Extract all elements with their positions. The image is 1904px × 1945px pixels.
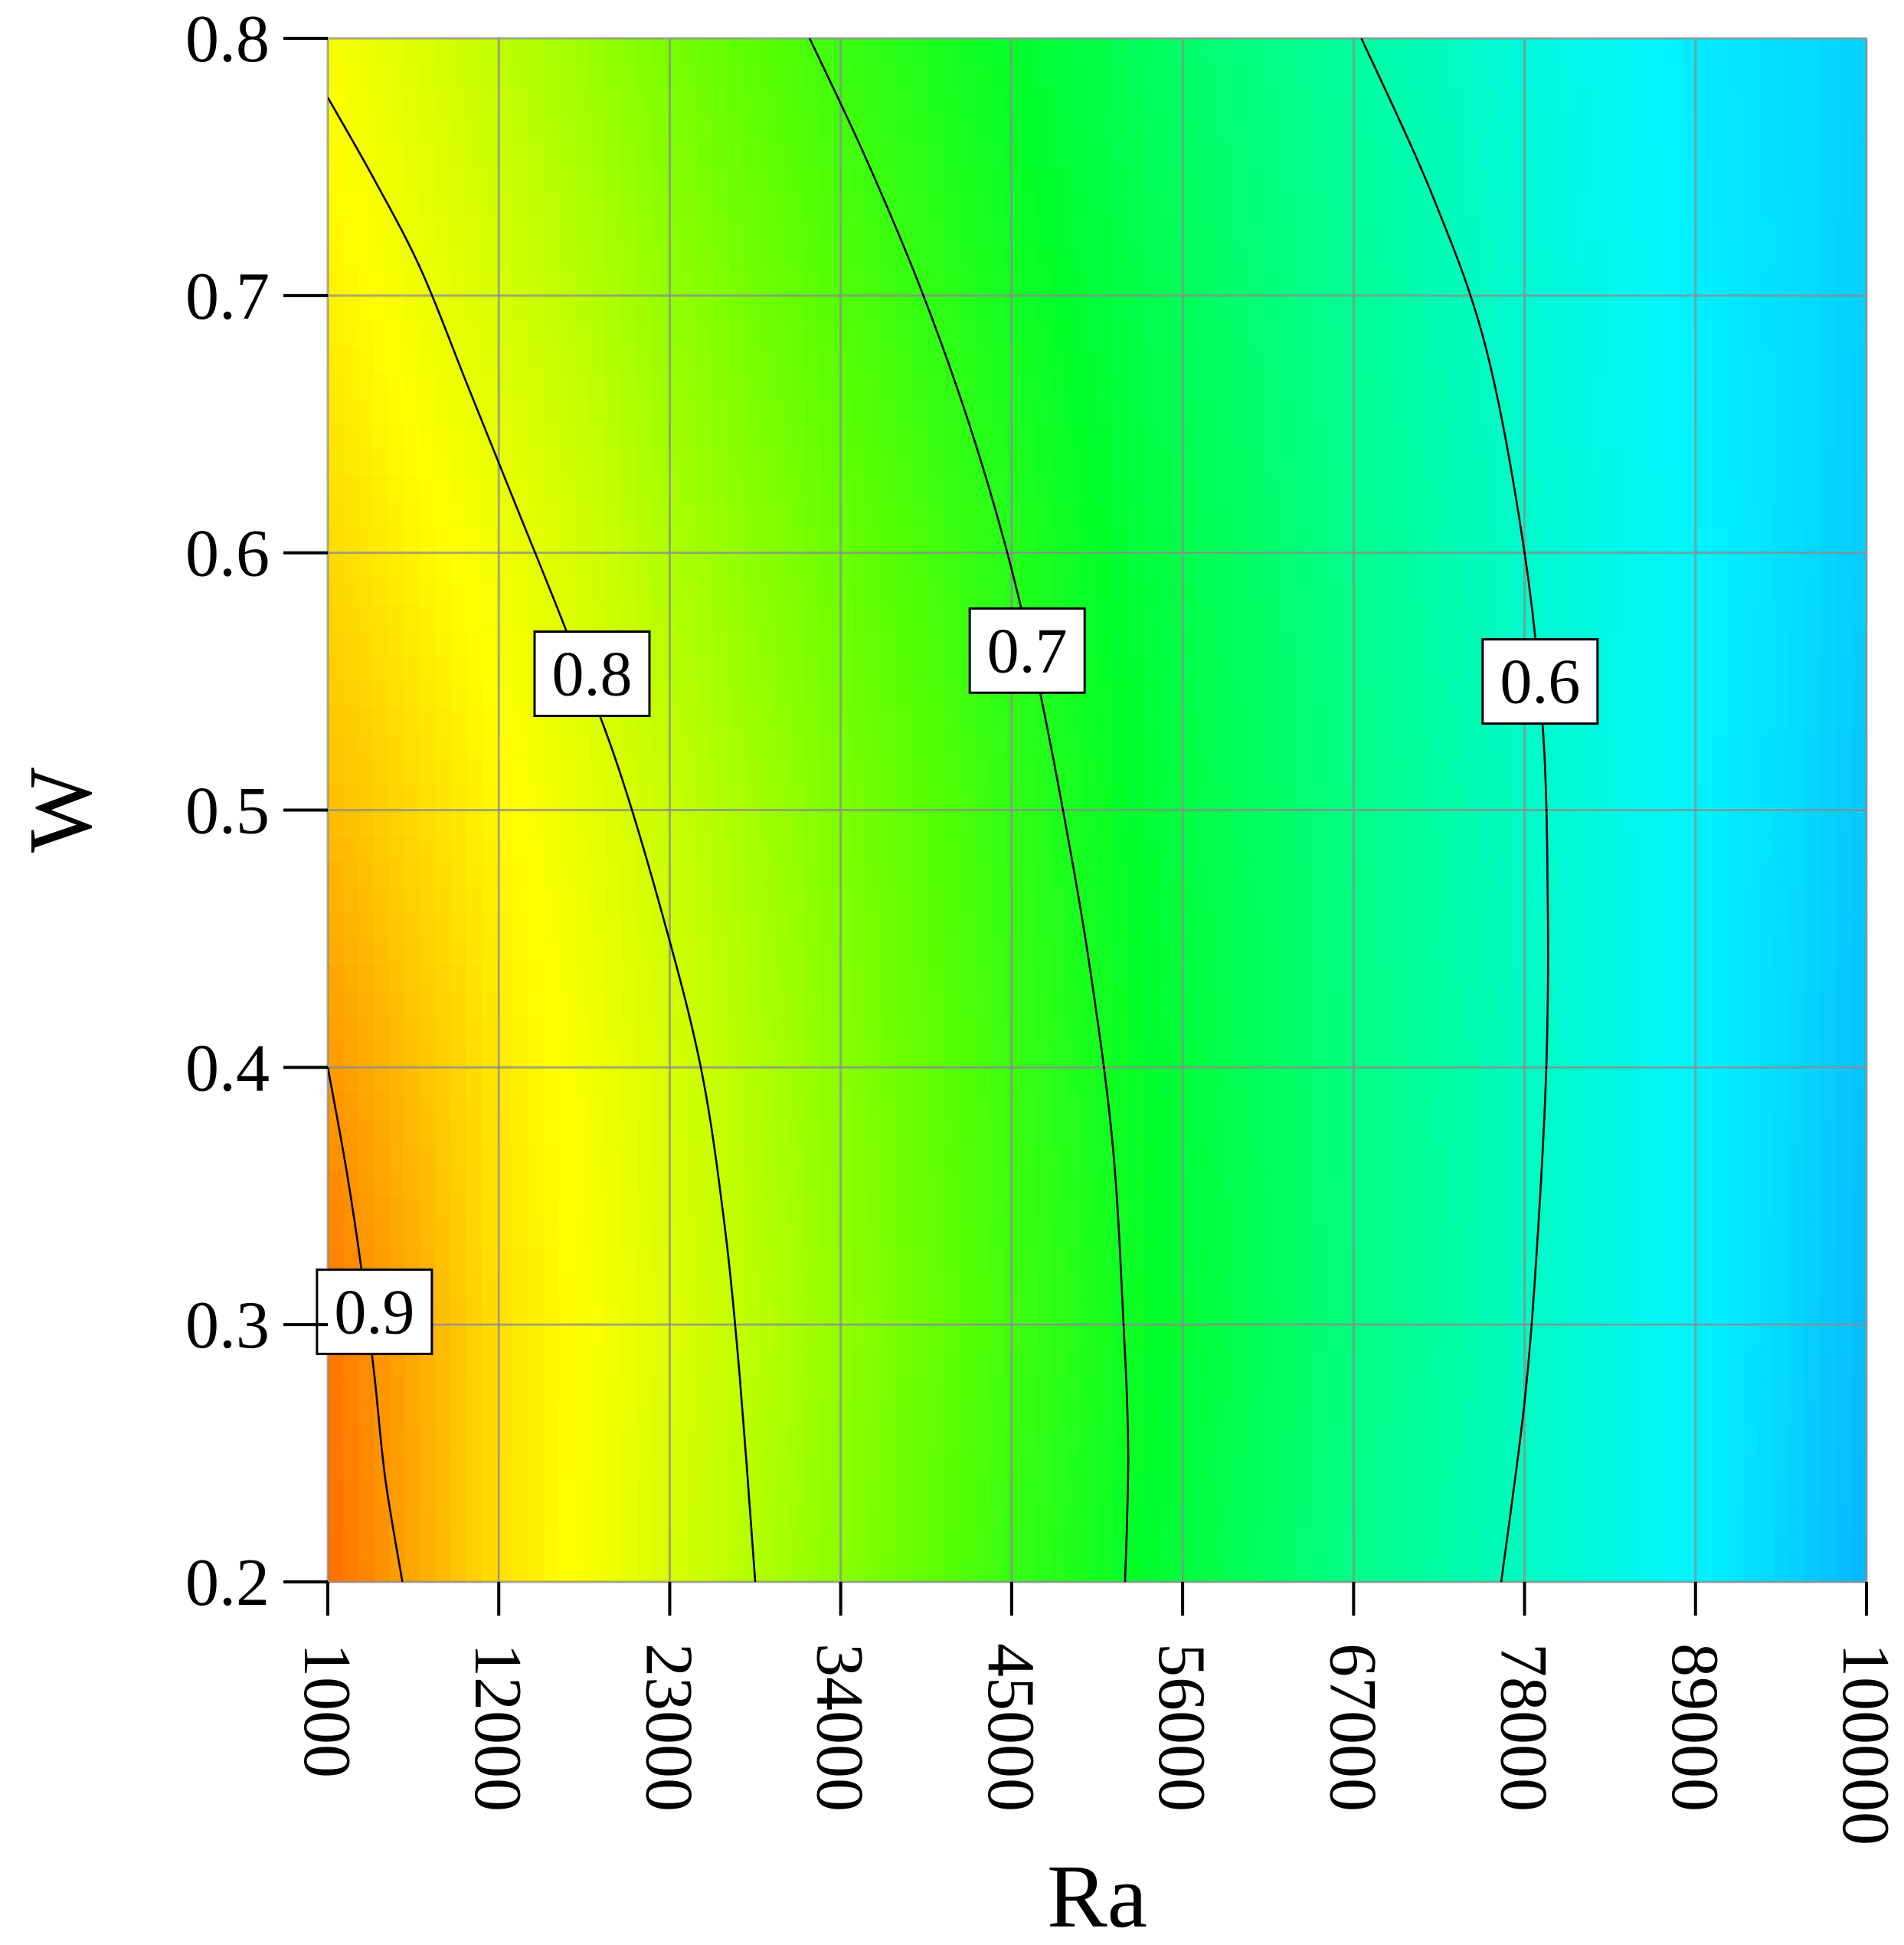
y-tick-label: 0.3 [185,1288,270,1363]
y-tick-label: 0.5 [185,774,270,849]
x-tick-label: 34000 [803,1643,877,1812]
contour-label-box [316,1268,433,1355]
x-tick-labels: 1000 12000 23000 34000 45000 56000 67000 78000 8… [290,1643,1902,1845]
x-tick-label: 45000 [973,1643,1048,1812]
heatmap-field [328,38,1867,1583]
y-tick-label: 0.4 [185,1031,270,1105]
y-tick-label: 0.2 [185,1546,270,1620]
contour-label-text: 0.6 [1500,647,1580,718]
contour-label-box [1481,638,1599,725]
contour-label-text: 0.9 [334,1276,414,1347]
contour-label-0.7: 0.7 [968,607,1086,694]
axis-ticks [283,37,1868,1616]
contour-lines [328,38,1549,1582]
x-tick-label: 67000 [1315,1643,1389,1812]
x-tick-label: 1000 [290,1643,364,1778]
x-tick-label: 23000 [631,1643,705,1812]
contour-label-text: 0.8 [551,639,632,710]
contour-label-0.9: 0.9 [316,1268,433,1355]
x-tick-label: 78000 [1487,1643,1561,1812]
x-tick-label: 89000 [1657,1643,1732,1812]
contour-label-box [533,630,651,718]
contour-labels: 0.9 0.8 0.7 0.6 [316,607,1599,1355]
x-axis-title: Ra [1047,1846,1147,1945]
x-tick-label: 56000 [1144,1643,1219,1812]
contour-line-0.8 [328,97,757,1582]
grid-lines [326,37,1868,1583]
x-tick-label: 100000 [1828,1643,1902,1845]
y-tick-labels: 0.2 0.3 0.4 0.5 0.6 0.7 0.8 [185,2,270,1620]
contour-line-0.6 [1360,38,1549,1582]
contour-label-text: 0.7 [987,615,1068,686]
contour-line-0.7 [808,38,1130,1582]
y-tick-label: 0.8 [185,2,270,77]
y-tick-label: 0.6 [185,517,270,591]
x-tick-label: 12000 [460,1643,535,1812]
y-tick-label: 0.7 [185,260,270,334]
contour-label-box [968,607,1086,694]
contour-label-0.8: 0.8 [533,630,651,718]
y-axis-title: W [10,767,110,853]
contour-label-0.6: 0.6 [1481,638,1599,725]
